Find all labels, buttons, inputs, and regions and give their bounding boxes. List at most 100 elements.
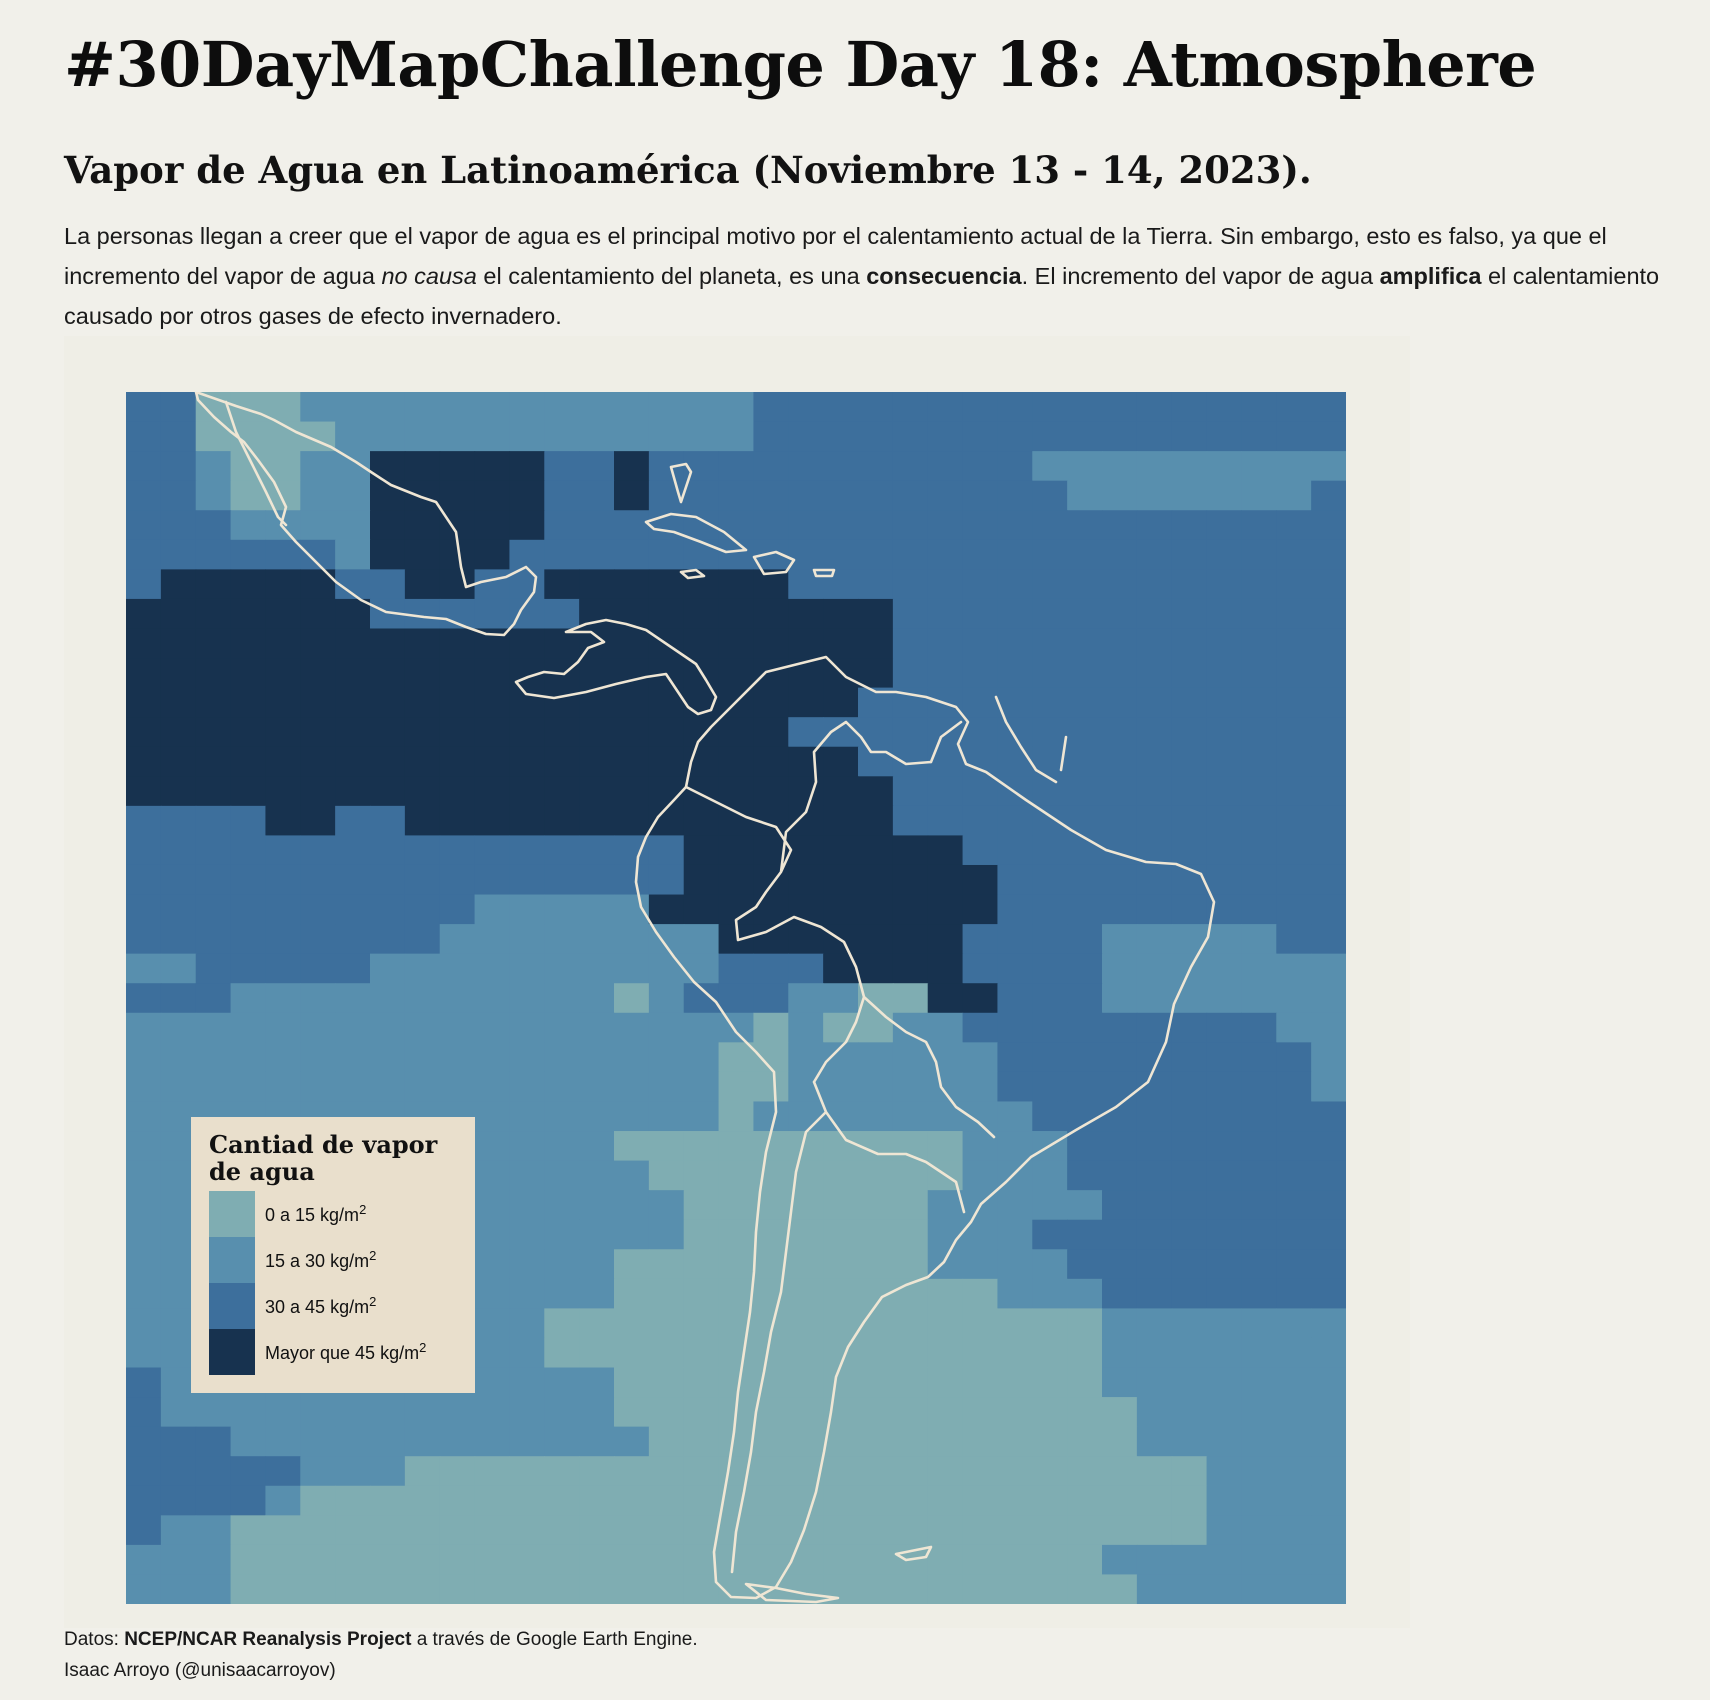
raster-cell: [1276, 1219, 1312, 1250]
raster-cell: [1206, 1131, 1243, 1162]
raster-cell: [614, 1219, 650, 1250]
raster-cell: [160, 746, 197, 777]
raster-cell: [160, 480, 197, 511]
raster-cell: [1102, 1426, 1138, 1457]
raster-cell: [997, 480, 1033, 511]
raster-cell: [1067, 1101, 1103, 1132]
raster-cell: [614, 983, 650, 1014]
raster-cell: [335, 628, 371, 659]
raster-cell: [195, 569, 232, 600]
raster-cell: [1067, 658, 1103, 689]
raster-cell: [1067, 864, 1103, 896]
raster-cell: [718, 1012, 755, 1043]
raster-cell: [230, 598, 267, 630]
raster-cell: [544, 1012, 580, 1043]
raster-cell: [858, 1485, 894, 1516]
legend-swatch: [209, 1283, 255, 1329]
raster-cell: [544, 953, 580, 984]
raster-cell: [823, 510, 859, 541]
raster-cell: [683, 894, 720, 925]
raster-cell: [1171, 1012, 1208, 1043]
map-legend: Cantiad de vapor de agua 0 a 15 kg/m2 15…: [191, 1117, 475, 1393]
raster-cell: [509, 864, 545, 896]
raster-cell: [997, 805, 1033, 837]
raster-cell: [614, 776, 650, 807]
raster-cell: [126, 1071, 162, 1103]
raster-cell: [544, 1456, 580, 1487]
raster-cell: [1311, 1071, 1346, 1103]
raster-cell: [1032, 658, 1068, 689]
raster-cell: [335, 1515, 371, 1546]
raster-cell: [1136, 480, 1173, 511]
raster-cell: [230, 1574, 267, 1604]
raster-cell: [1102, 510, 1138, 541]
raster-cell: [788, 1367, 824, 1398]
raster-cell: [509, 1249, 545, 1280]
raster-cell: [1241, 1249, 1277, 1280]
raster-cell: [160, 1515, 197, 1546]
raster-cell: [544, 1219, 580, 1250]
raster-cell: [1311, 953, 1346, 984]
raster-cell: [683, 1012, 720, 1043]
raster-cell: [1171, 658, 1208, 689]
raster-cell: [474, 480, 511, 511]
raster-cell: [1102, 717, 1138, 748]
raster-cell: [509, 1160, 545, 1191]
raster-cell: [823, 1249, 859, 1280]
raster-cell: [997, 628, 1033, 659]
raster-cell: [858, 392, 894, 423]
raster-cell: [718, 717, 755, 748]
raster-cell: [1241, 1485, 1277, 1516]
raster-cell: [474, 924, 511, 955]
raster-cell: [718, 746, 755, 777]
raster-cell: [788, 510, 824, 541]
raster-cell: [1067, 598, 1103, 630]
raster-cell: [823, 1308, 859, 1339]
raster-cell: [160, 1219, 197, 1250]
raster-cell: [300, 776, 336, 807]
raster-cell: [1102, 628, 1138, 659]
raster-cell: [474, 1160, 511, 1191]
raster-cell: [1206, 1485, 1243, 1516]
raster-cell: [370, 658, 406, 689]
raster-cell: [160, 717, 197, 748]
raster-cell: [1276, 717, 1312, 748]
raster-cell: [927, 924, 964, 955]
raster-cell: [1206, 1278, 1243, 1309]
raster-cell: [230, 953, 267, 984]
raster-cell: [265, 953, 301, 984]
raster-cell: [265, 658, 301, 689]
raster-cell: [892, 776, 929, 807]
raster-cell: [997, 924, 1033, 955]
raster-cell: [1136, 658, 1173, 689]
raster-cell: [126, 1042, 162, 1073]
raster-cell: [265, 1071, 301, 1103]
raster-cell: [265, 1485, 301, 1516]
raster-cell: [788, 1219, 824, 1250]
raster-cell: [1067, 1337, 1103, 1369]
raster-cell: [370, 1456, 406, 1487]
raster-cell: [195, 746, 232, 777]
raster-cell: [404, 480, 441, 511]
raster-cell: [1067, 392, 1103, 423]
raster-cell: [544, 1249, 580, 1280]
raster-cell: [997, 451, 1033, 482]
raster-cell: [544, 1367, 580, 1398]
raster-cell: [1241, 421, 1277, 452]
raster-cell: [439, 835, 476, 866]
raster-cell: [126, 864, 162, 896]
raster-cell: [1206, 1367, 1243, 1398]
raster-cell: [1311, 1544, 1346, 1576]
raster-cell: [997, 1219, 1033, 1250]
legend-title: Cantiad de vapor de agua: [209, 1130, 438, 1186]
raster-cell: [544, 392, 580, 423]
raster-cell: [404, 924, 441, 955]
raster-cell: [474, 894, 511, 925]
raster-cell: [892, 598, 929, 630]
raster-cell: [823, 1367, 859, 1398]
raster-cell: [195, 924, 232, 955]
raster-cell: [1032, 687, 1068, 718]
raster-cell: [1032, 983, 1068, 1014]
raster-cell: [683, 1426, 720, 1457]
raster-cell: [230, 894, 267, 925]
